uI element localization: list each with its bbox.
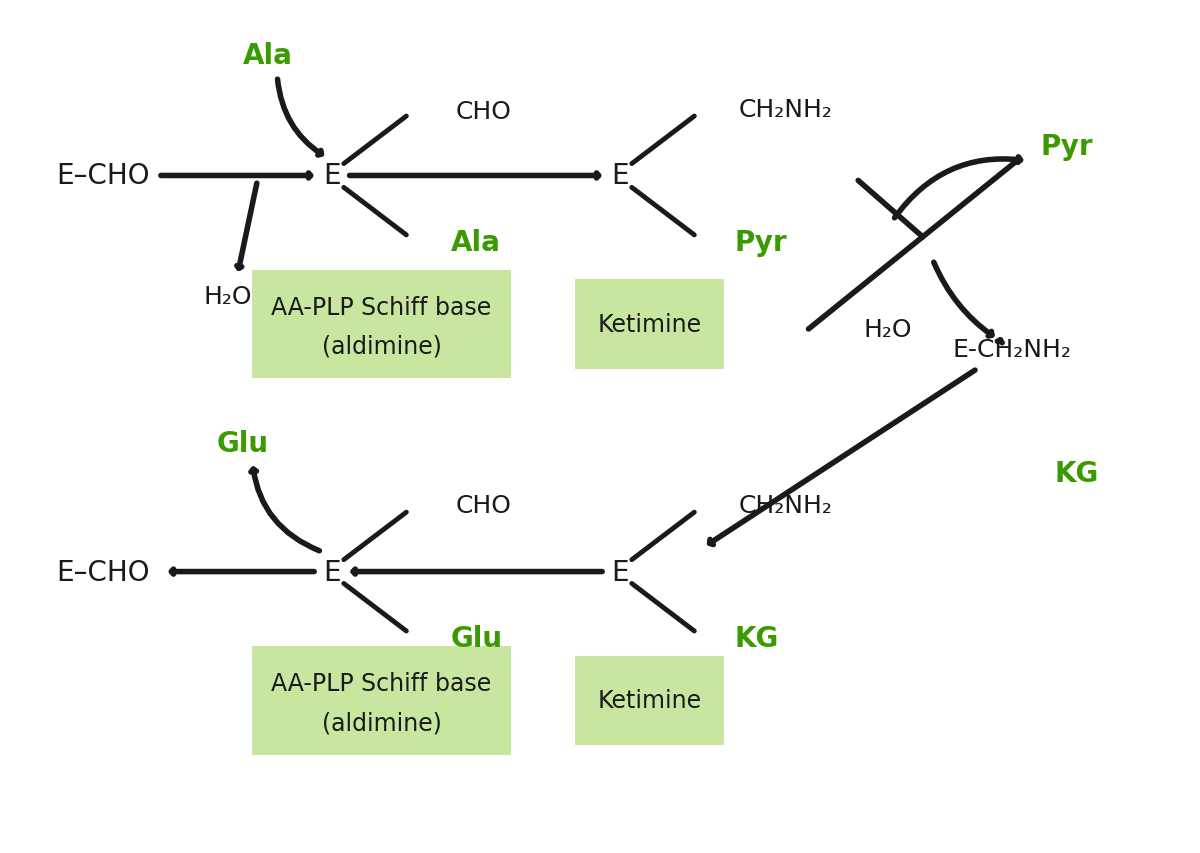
Text: E-CH₂NH₂: E-CH₂NH₂ — [953, 338, 1072, 362]
Text: CH₂NH₂: CH₂NH₂ — [739, 98, 833, 122]
Text: Ketimine: Ketimine — [598, 313, 702, 337]
Text: Glu: Glu — [216, 429, 269, 457]
Text: Pyr: Pyr — [1040, 132, 1093, 160]
Text: (aldimine): (aldimine) — [322, 334, 442, 358]
Text: E: E — [323, 162, 341, 190]
Text: AA-PLP Schiff base: AA-PLP Schiff base — [271, 296, 492, 320]
Text: E–CHO: E–CHO — [56, 558, 150, 586]
Text: CH₂NH₂: CH₂NH₂ — [739, 494, 833, 518]
Text: Pyr: Pyr — [734, 229, 787, 257]
Text: E: E — [611, 558, 629, 586]
Text: H₂O: H₂O — [203, 285, 252, 309]
Text: Ala: Ala — [242, 42, 293, 70]
Text: Ala: Ala — [451, 229, 500, 257]
Text: AA-PLP Schiff base: AA-PLP Schiff base — [271, 671, 492, 696]
FancyBboxPatch shape — [252, 646, 511, 755]
FancyBboxPatch shape — [575, 280, 724, 369]
Text: H₂O: H₂O — [864, 317, 912, 341]
Text: Glu: Glu — [451, 624, 503, 653]
Text: KG: KG — [734, 624, 779, 653]
Text: KG: KG — [1055, 459, 1099, 487]
Text: E: E — [611, 162, 629, 190]
Text: CHO: CHO — [456, 494, 512, 518]
FancyBboxPatch shape — [575, 656, 724, 745]
Text: CHO: CHO — [456, 100, 512, 124]
Text: (aldimine): (aldimine) — [322, 711, 442, 734]
Text: Ketimine: Ketimine — [598, 688, 702, 712]
Text: E: E — [323, 558, 341, 586]
FancyBboxPatch shape — [252, 270, 511, 379]
Text: E–CHO: E–CHO — [56, 162, 150, 190]
